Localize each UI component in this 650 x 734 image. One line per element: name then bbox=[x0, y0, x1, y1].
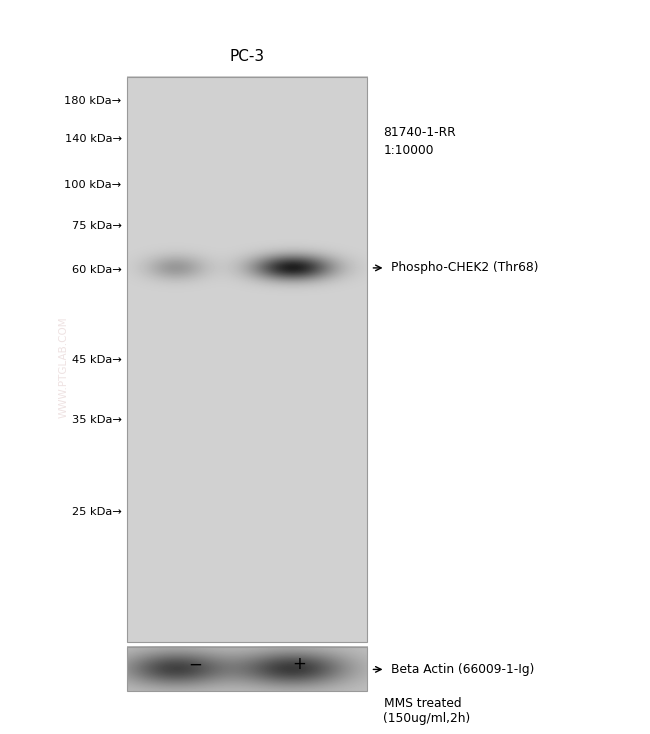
Text: PC-3: PC-3 bbox=[229, 49, 265, 64]
Text: 180 kDa→: 180 kDa→ bbox=[64, 96, 122, 106]
Text: 45 kDa→: 45 kDa→ bbox=[72, 355, 122, 365]
Bar bbox=[127, 647, 367, 691]
Text: 35 kDa→: 35 kDa→ bbox=[72, 415, 122, 425]
Bar bbox=[127, 77, 367, 642]
Text: 25 kDa→: 25 kDa→ bbox=[72, 507, 122, 517]
Text: −: − bbox=[188, 655, 202, 674]
Text: MMS treated
(150ug/ml,2h): MMS treated (150ug/ml,2h) bbox=[384, 697, 471, 725]
Text: WWW.PTGLAB.COM: WWW.PTGLAB.COM bbox=[58, 316, 69, 418]
Text: 140 kDa→: 140 kDa→ bbox=[64, 134, 122, 145]
Text: Phospho-CHEK2 (Thr68): Phospho-CHEK2 (Thr68) bbox=[391, 261, 538, 275]
Text: 75 kDa→: 75 kDa→ bbox=[72, 221, 122, 231]
Text: 60 kDa→: 60 kDa→ bbox=[72, 265, 122, 275]
Text: +: + bbox=[292, 655, 306, 674]
Text: 100 kDa→: 100 kDa→ bbox=[64, 180, 122, 190]
Text: 81740-1-RR: 81740-1-RR bbox=[384, 126, 456, 139]
Text: 1:10000: 1:10000 bbox=[384, 144, 434, 157]
Text: Beta Actin (66009-1-Ig): Beta Actin (66009-1-Ig) bbox=[391, 663, 534, 676]
